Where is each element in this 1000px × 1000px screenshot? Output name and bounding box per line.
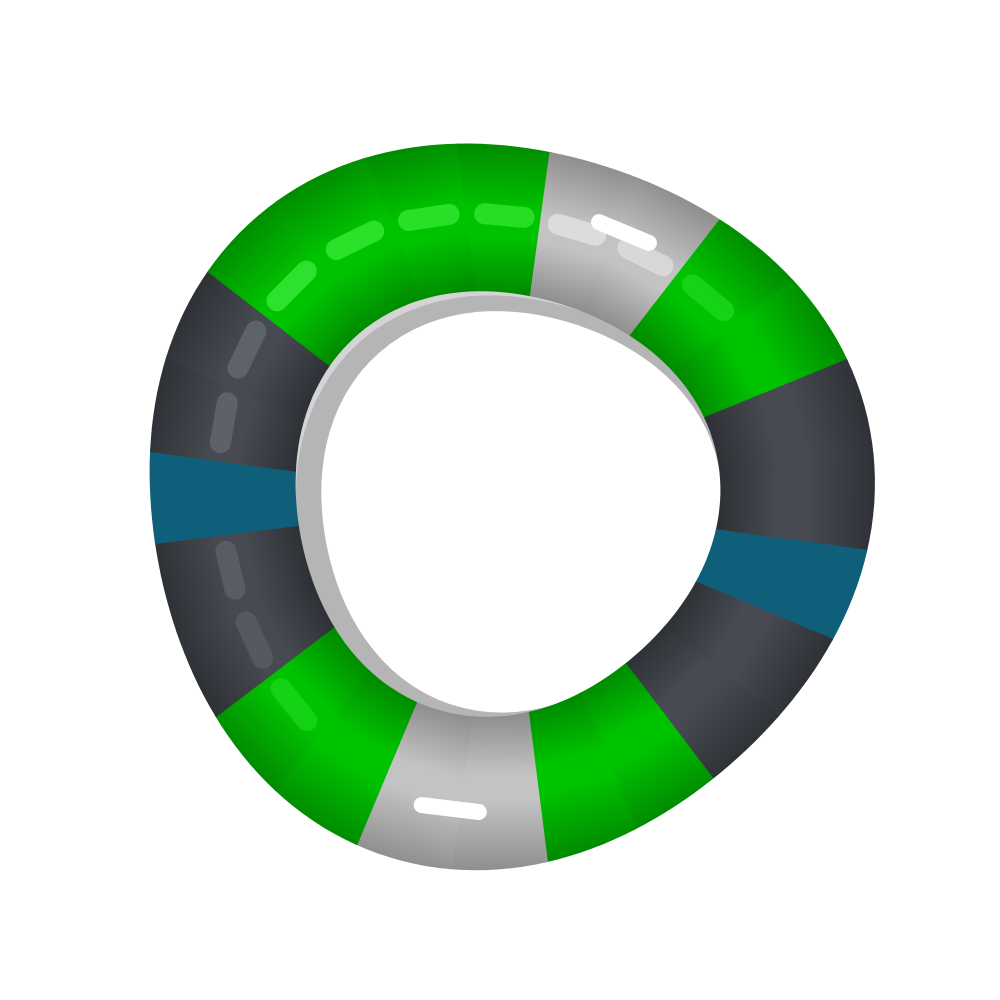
segment-highlight (398, 203, 460, 231)
ring-segment-dark-gray (663, 581, 834, 718)
ring-segment-green (274, 669, 418, 846)
ring-segment-green (527, 692, 637, 863)
white-glint (413, 797, 487, 820)
segment-highlight (209, 392, 238, 454)
ring-segment-teal (149, 449, 299, 544)
segment-highlight (270, 678, 318, 732)
ring-segment-green (579, 663, 714, 831)
ring-segment-dark-gray (175, 576, 335, 718)
specular-highlights (209, 203, 735, 820)
white-glint (591, 214, 657, 251)
ring-segment-light-gray (354, 701, 473, 870)
ring-hole (321, 311, 722, 713)
ring-segment-green (629, 219, 795, 372)
ring-segment-dark-gray (704, 359, 874, 475)
ring-segment-light-gray (581, 177, 722, 337)
segment-highlight (547, 213, 607, 246)
segment-highlight (474, 203, 535, 228)
ring-segment-dark-gray (715, 452, 875, 553)
segment-highlight (617, 237, 674, 277)
ring-segment-green (214, 625, 370, 792)
ring-segment-light-gray (448, 711, 548, 871)
ring-segment-green (672, 279, 849, 419)
ring-segment-teal (695, 529, 868, 642)
segment-highlight (227, 320, 267, 379)
segment-highlight (235, 611, 274, 669)
segment-highlight (682, 274, 735, 322)
segment-highlight (325, 220, 385, 260)
segment-highlight (215, 540, 246, 600)
ring-segment-dark-gray (624, 626, 780, 781)
segment-highlight (266, 260, 317, 312)
inner-tube-wall (266, 261, 752, 748)
